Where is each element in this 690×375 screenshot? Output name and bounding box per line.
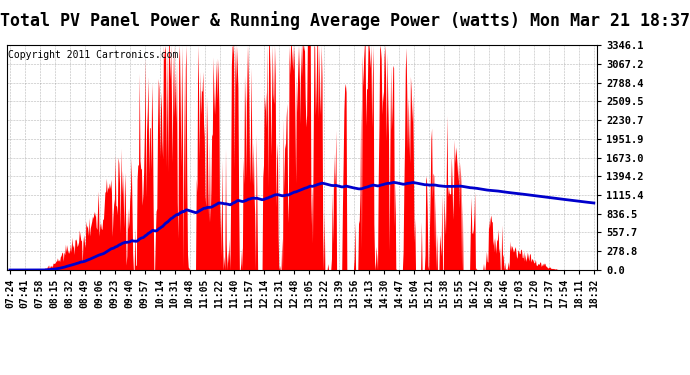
- Text: Total PV Panel Power & Running Average Power (watts) Mon Mar 21 18:37: Total PV Panel Power & Running Average P…: [0, 11, 690, 30]
- Text: Copyright 2011 Cartronics.com: Copyright 2011 Cartronics.com: [8, 50, 179, 60]
